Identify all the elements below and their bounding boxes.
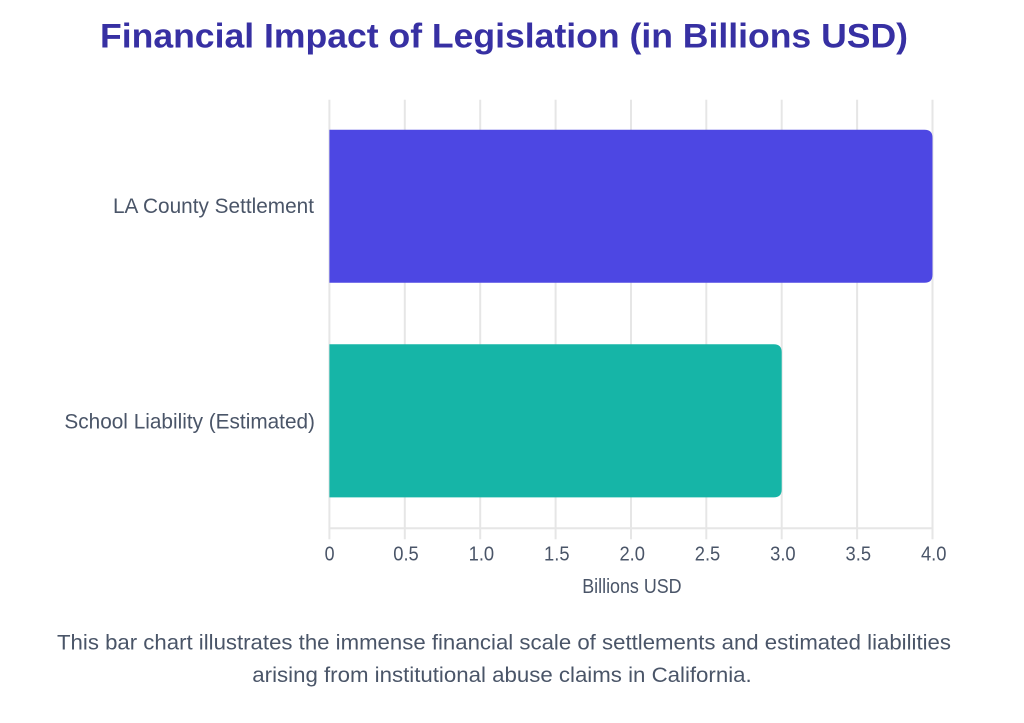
svg-text:Billions USD: Billions USD: [582, 576, 681, 598]
svg-text:This bar chart illustrates the: This bar chart illustrates the immense f…: [57, 630, 951, 654]
svg-text:4.0: 4.0: [921, 544, 947, 566]
svg-text:1.5: 1.5: [544, 544, 570, 566]
svg-text:3.5: 3.5: [846, 544, 872, 566]
svg-text:3.0: 3.0: [770, 544, 796, 566]
svg-text:1.0: 1.0: [469, 544, 495, 566]
svg-text:0: 0: [325, 544, 335, 566]
svg-text:2.5: 2.5: [695, 544, 721, 566]
svg-text:0.5: 0.5: [393, 544, 419, 566]
svg-text:Financial Impact of Legislatio: Financial Impact of Legislation (in Bill…: [100, 17, 908, 55]
svg-text:2.0: 2.0: [619, 544, 645, 566]
svg-text:arising from institutional abu: arising from institutional abuse claims …: [252, 663, 751, 687]
svg-text:LA County Settlement: LA County Settlement: [113, 195, 314, 218]
svg-text:School Liability (Estimated): School Liability (Estimated): [64, 411, 315, 434]
